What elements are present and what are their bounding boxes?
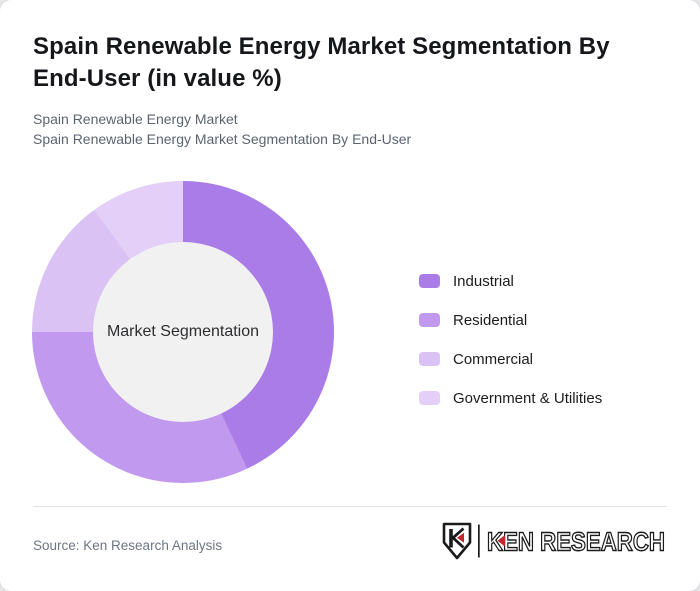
chart-subtitle: Spain Renewable Energy Market Spain Rene… [33,109,663,149]
legend-item-government-utilities: Government & Utilities [419,388,602,408]
legend-label: Commercial [453,350,534,368]
donut-center-label: Market Segmentation [106,323,260,340]
subtitle-line2: Spain Renewable Energy Market Segmentati… [33,131,412,147]
chart-legend: Industrial Residential Commercial Govern… [419,271,602,427]
legend-swatch-icon [419,391,440,405]
logo-divider [478,524,480,558]
donut-hole: Market Segmentation [93,242,273,422]
legend-label: Government & Utilities [453,389,603,407]
legend-label: Residential [453,311,528,329]
subtitle-line1: Spain Renewable Energy Market [33,111,238,127]
ken-research-logo: KEN RESEARCH [442,522,666,560]
source-note: Source: Ken Research Analysis [33,538,223,553]
shield-k-icon [442,522,472,560]
chart-title-line1: Spain Renewable Energy Market Segmentati… [33,33,610,60]
footer-divider [33,506,667,507]
legend-swatch-icon [419,274,440,288]
legend-label: Industrial [453,272,514,290]
donut-chart: Market Segmentation [32,181,334,483]
legend-item-industrial: Industrial [419,271,602,291]
chart-title: Spain Renewable Energy Market Segmentati… [33,31,663,95]
legend-swatch-icon [419,352,440,366]
logo-wordmark: KEN RESEARCH [487,527,665,557]
legend-item-commercial: Commercial [419,349,602,369]
logo-k-red-triangle-icon [497,535,505,547]
legend-item-residential: Residential [419,310,602,330]
chart-title-line2: End-User (in value %) [33,65,282,92]
legend-swatch-icon [419,313,440,327]
